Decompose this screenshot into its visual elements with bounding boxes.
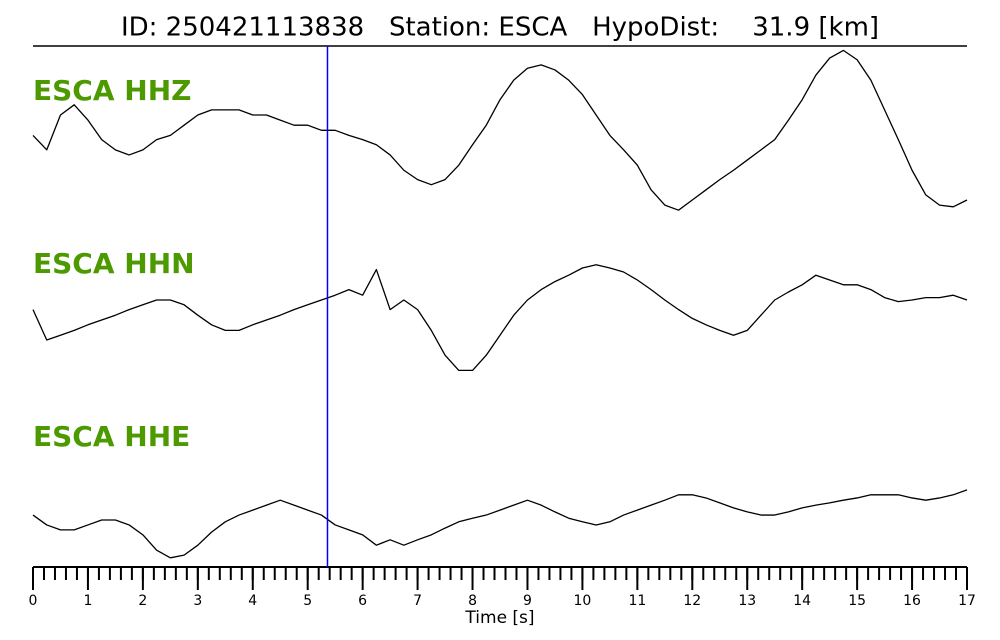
x-tick-label: 16 xyxy=(903,593,921,609)
trace xyxy=(32,489,968,559)
x-tick-label: 14 xyxy=(793,593,811,609)
x-tick-label: 15 xyxy=(848,593,866,609)
x-tick-label: 7 xyxy=(413,593,422,609)
x-tick-label: 9 xyxy=(523,593,532,609)
trace xyxy=(32,49,968,211)
x-axis-label: Time [s] xyxy=(464,608,534,628)
trace-label: ESCA HHE xyxy=(33,420,190,453)
x-tick-label: 11 xyxy=(628,593,646,609)
x-tick-label: 2 xyxy=(138,593,147,609)
x-tick-label: 3 xyxy=(193,593,202,609)
x-tick-label: 4 xyxy=(248,593,257,609)
chart-title: ID: 250421113838 Station: ESCA HypoDist:… xyxy=(121,13,879,43)
x-tick-label: 0 xyxy=(29,593,38,609)
x-tick-label: 8 xyxy=(468,593,477,609)
x-tick-label: 17 xyxy=(958,593,976,609)
x-tick-label: 1 xyxy=(83,593,92,609)
x-tick-label: 12 xyxy=(683,593,701,609)
x-tick-label: 6 xyxy=(358,593,367,609)
x-tick-label: 5 xyxy=(303,593,312,609)
trace-label: ESCA HHZ xyxy=(33,74,191,107)
trace-label: ESCA HHN xyxy=(33,247,195,280)
x-tick-label: 10 xyxy=(573,593,591,609)
trace xyxy=(32,264,968,372)
x-tick-label: 13 xyxy=(738,593,756,609)
